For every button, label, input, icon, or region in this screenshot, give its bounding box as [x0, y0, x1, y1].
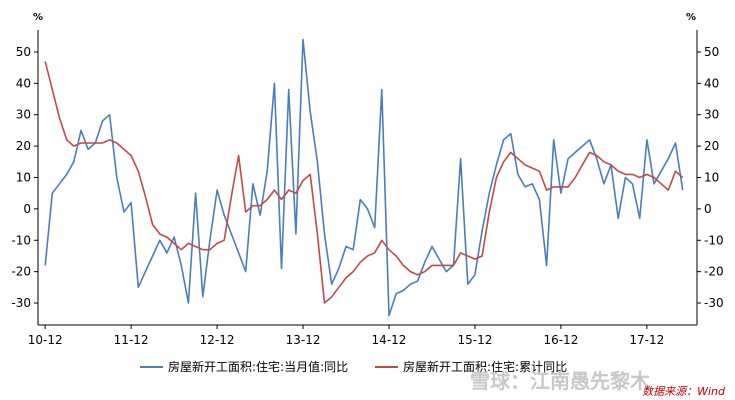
right-y-ticks: -30 -20 -10 0 10 20 30 40 50	[704, 45, 724, 310]
legend-label-cumulative: 房屋新开工面积:住宅:累计同比	[403, 359, 567, 374]
left-tick-label: -10	[11, 233, 31, 247]
left-tick-label: 50	[16, 45, 31, 59]
right-tick-label: 30	[704, 108, 719, 122]
x-tick-label: 17-12	[629, 333, 664, 347]
left-tick-label: 20	[16, 139, 31, 153]
x-tick-label: 10-12	[28, 333, 63, 347]
axes	[34, 30, 701, 329]
right-tick-label: 20	[704, 139, 719, 153]
right-tick-label: -10	[704, 233, 724, 247]
left-tick-label: -20	[11, 265, 31, 279]
series-monthly-line	[44, 38, 684, 317]
left-tick-label: 0	[23, 202, 31, 216]
x-tick-label: 16-12	[543, 333, 578, 347]
x-tick-label: 11-12	[114, 333, 149, 347]
right-tick-label: 10	[704, 171, 719, 185]
right-tick-label: -20	[704, 265, 724, 279]
legend-label-monthly: 房屋新开工面积:住宅:当月值:同比	[168, 359, 348, 374]
left-axis-unit: %	[33, 12, 43, 23]
source-note: 数据来源：Wind	[642, 385, 726, 398]
watermark: 雪球：江南愚先黎木	[470, 369, 651, 393]
left-tick-label: -30	[11, 296, 31, 310]
x-tick-label: 15-12	[458, 333, 493, 347]
series-lines	[44, 38, 684, 317]
series-cumulative-line	[44, 61, 684, 304]
x-tick-label: 13-12	[286, 333, 321, 347]
left-tick-label: 40	[16, 76, 31, 90]
x-tick-label: 12-12	[200, 333, 235, 347]
right-tick-label: 0	[704, 202, 712, 216]
left-tick-label: 10	[16, 171, 31, 185]
x-ticks: 10-12 11-12 12-12 13-12 14-12 15-12 16-12 17-12	[28, 333, 665, 347]
right-axis-unit: %	[686, 12, 696, 23]
right-tick-label: -30	[704, 296, 724, 310]
left-tick-label: 30	[16, 108, 31, 122]
legend: 房屋新开工面积:住宅:当月值:同比 房屋新开工面积:住宅:累计同比	[140, 359, 567, 374]
x-tick-label: 14-12	[372, 333, 407, 347]
right-tick-label: 50	[704, 45, 719, 59]
right-tick-label: 40	[704, 76, 719, 90]
left-y-ticks: -30 -20 -10 0 10 20 30 40 50	[11, 45, 31, 310]
